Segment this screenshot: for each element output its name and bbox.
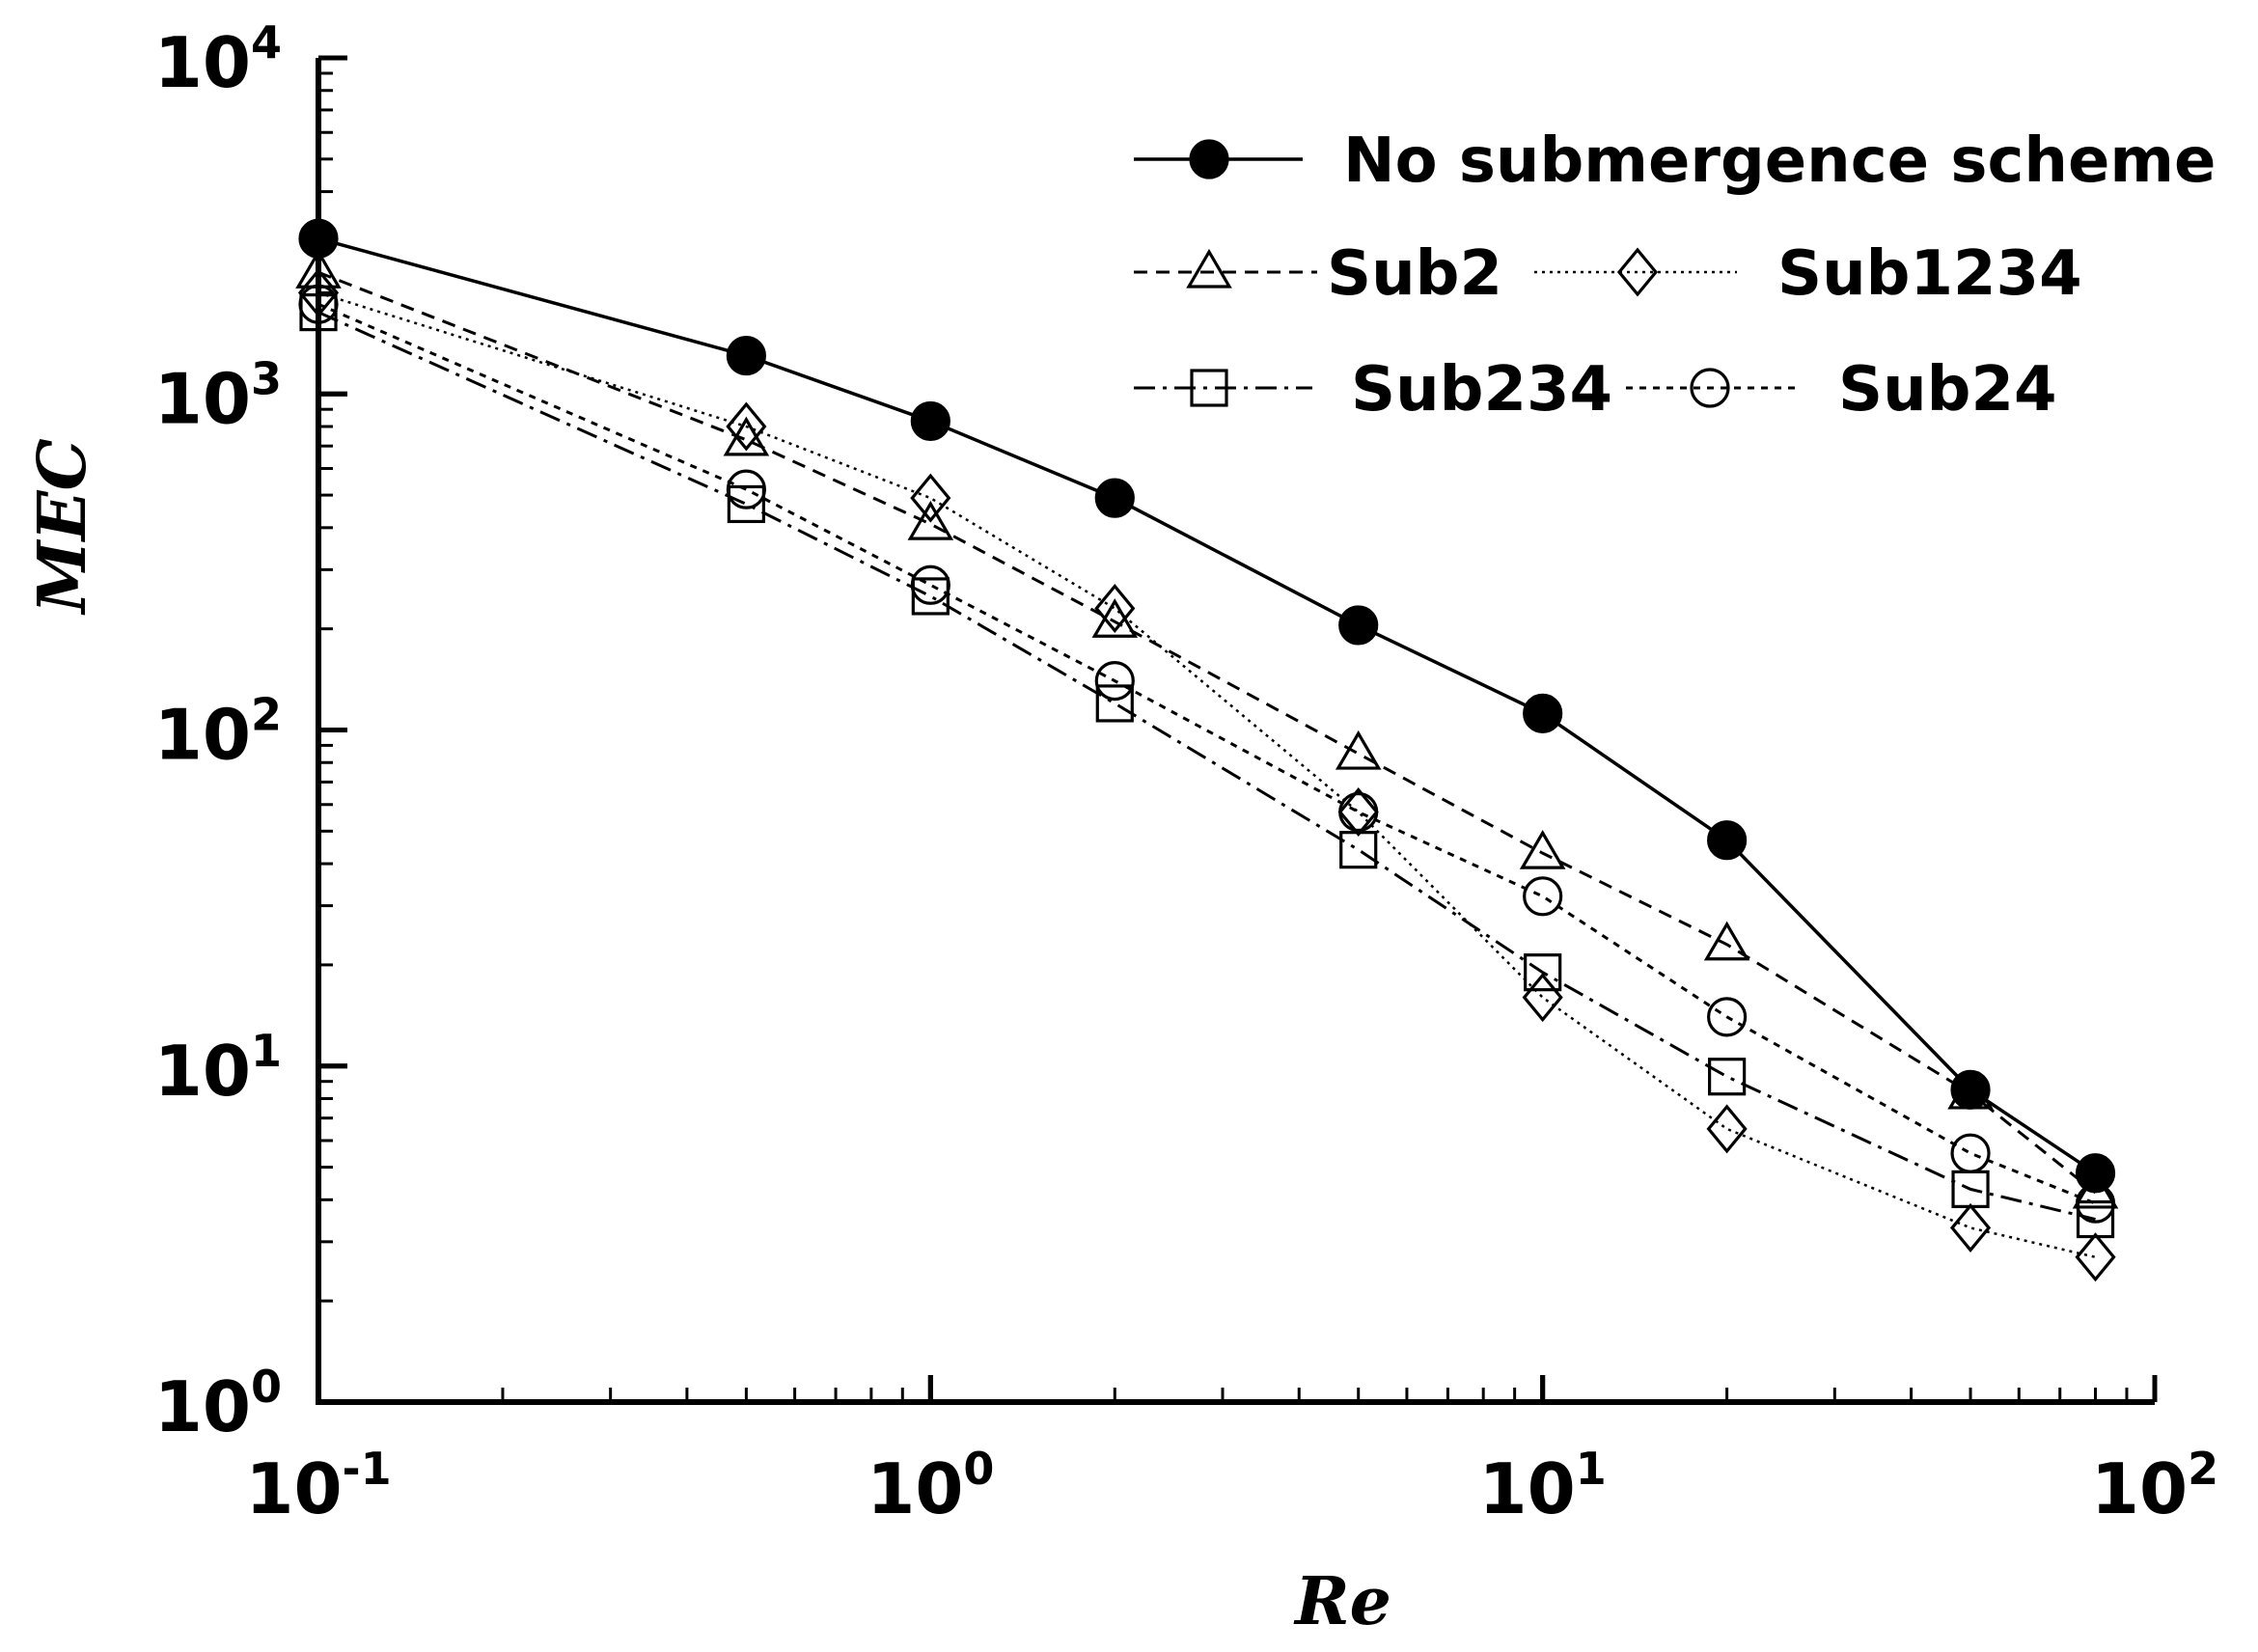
- x-tick-label: 10-1: [245, 1443, 391, 1529]
- marker-square: [1190, 369, 1228, 407]
- marker-filled-circle: [910, 400, 950, 442]
- y-tick-label: 102: [154, 689, 282, 776]
- legend-item: No submergence scheme: [1134, 125, 2216, 197]
- x-axis-label: Re: [1293, 1563, 1391, 1640]
- legend-label: Sub24: [1838, 354, 2057, 426]
- marker-diamond: [910, 473, 951, 523]
- marker-square: [1339, 831, 1378, 869]
- marker-triangle: [907, 500, 954, 540]
- marker-diamond: [1094, 584, 1136, 634]
- y-tick-label: 100: [154, 1361, 282, 1447]
- marker-triangle: [1335, 730, 1382, 770]
- legend-item: Sub234: [1134, 354, 1612, 426]
- marker-diamond: [1706, 1104, 1748, 1154]
- legend: No submergence scheme Sub2 Sub1234 Sub234 Su…: [1134, 125, 2216, 426]
- marker-filled-circle: [1950, 1069, 1991, 1110]
- marker-circle: [1950, 1133, 1991, 1173]
- legend-label: Sub2: [1327, 238, 1502, 310]
- marker-circle: [298, 284, 339, 324]
- marker-circle: [1690, 368, 1730, 408]
- series-layer: [295, 218, 2119, 1282]
- legend-item: Sub2: [1134, 238, 1502, 310]
- marker-triangle: [1519, 829, 1566, 869]
- marker-circle: [1707, 997, 1748, 1037]
- marker-filled-circle: [2075, 1153, 2116, 1194]
- axes: [316, 58, 2155, 1405]
- marker-diamond: [1949, 1202, 1992, 1253]
- marker-square: [1708, 1058, 1747, 1096]
- legend-item: Sub24: [1626, 354, 2057, 426]
- x-tick-label: 100: [867, 1443, 994, 1529]
- legend-label: Sub1234: [1777, 238, 2082, 310]
- marker-circle: [910, 564, 950, 605]
- x-tick-label: 101: [1479, 1443, 1607, 1529]
- marker-filled-circle: [1338, 605, 1379, 646]
- marker-filled-circle: [1094, 478, 1135, 518]
- marker-circle: [1094, 661, 1135, 702]
- marker-diamond: [2075, 1232, 2116, 1282]
- marker-square: [2076, 1199, 2115, 1239]
- series-sub24: [298, 284, 2116, 1224]
- marker-diamond: [297, 267, 340, 317]
- marker-triangle: [1703, 921, 1750, 961]
- marker-filled-circle: [1707, 820, 1748, 861]
- marker-square: [1524, 953, 1562, 992]
- series-line: [317, 311, 2096, 1221]
- marker-filled-circle: [298, 218, 339, 259]
- y-tick-label: 101: [154, 1025, 282, 1112]
- marker-diamond: [1616, 247, 1659, 297]
- legend-label: Sub234: [1351, 354, 1612, 426]
- marker-filled-circle: [726, 335, 766, 376]
- y-tick-label: 103: [154, 352, 282, 439]
- marker-circle: [1523, 876, 1563, 917]
- marker-diamond: [1337, 787, 1379, 838]
- marker-square: [911, 577, 950, 616]
- series-no-submergence-scheme: [298, 218, 2116, 1194]
- marker-filled-circle: [1523, 693, 1563, 733]
- marker-filled-circle: [1189, 139, 1229, 179]
- legend-label: No submergence scheme: [1343, 125, 2216, 197]
- marker-square: [1095, 684, 1134, 723]
- y-axis-label: MEC: [24, 438, 101, 615]
- marker-square: [727, 484, 765, 524]
- x-tick-label: 102: [2091, 1443, 2218, 1529]
- marker-circle: [1338, 791, 1379, 833]
- marker-circle: [726, 469, 766, 509]
- marker-triangle: [1186, 248, 1232, 289]
- marker-diamond: [726, 401, 767, 452]
- y-tick-label: 104: [154, 16, 282, 103]
- legend-item: Sub1234: [1534, 238, 2082, 310]
